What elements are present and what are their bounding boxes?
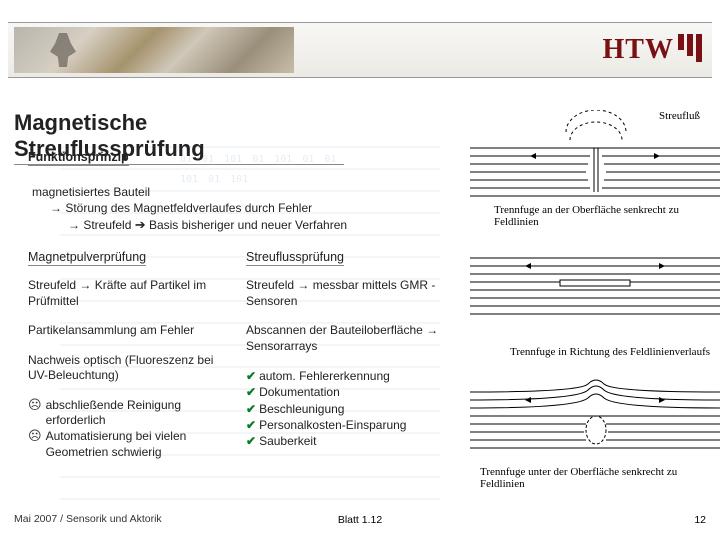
positive-item: ✔Sauberkeit: [246, 433, 446, 449]
check-icon: ✔: [246, 402, 256, 416]
right-p2: Abscannen der Bauteiloberfläche → Sensor…: [246, 323, 446, 354]
section-heading: Funktionsprinzip: [28, 150, 129, 166]
header-photo: [14, 27, 294, 73]
diagram-2-svg: [470, 240, 720, 340]
left-p1: Streufeld → Kräfte auf Partikel im Prüfm…: [28, 278, 228, 309]
intro-line-3: → Streufeld ➔ Basis bisheriger und neuer…: [32, 216, 448, 234]
logo: HTW: [603, 34, 706, 66]
diagram-3-caption: Trennfuge unter der Oberfläche senkrecht…: [480, 466, 720, 490]
diagram-1: Streufluß Trennfuge: [470, 110, 720, 228]
diagram-3: Trennfuge unter der Oberfläche senkrecht…: [470, 370, 720, 488]
negatives-list: ☹abschließende Reinigung erforderlich ☹A…: [28, 398, 228, 460]
right-column: Streuflussprüfung Streufeld → messbar mi…: [246, 250, 446, 460]
diagram-1-label: Streufluß: [659, 110, 700, 122]
check-icon: ✔: [246, 418, 256, 432]
diagram-panel: Streufluß Trennfuge: [470, 110, 720, 510]
intro-block: magnetisiertes Bauteil → Störung des Mag…: [32, 184, 448, 234]
sad-face-icon: ☹: [28, 398, 42, 411]
diagram-3-svg: [470, 370, 720, 470]
footer-right: 12: [694, 514, 706, 526]
check-icon: ✔: [246, 385, 256, 399]
diagram-1-caption: Trennfuge an der Oberfläche senkrecht zu…: [494, 204, 720, 228]
check-icon: ✔: [246, 369, 256, 383]
intro-line-1: magnetisiertes Bauteil: [32, 184, 448, 200]
footer-left: Mai 2007 / Sensorik und Aktorik: [14, 513, 162, 526]
check-icon: ✔: [246, 434, 256, 448]
left-p2: Partikelansammlung am Fehler: [28, 323, 228, 339]
negative-item: ☹Automatisierung bei vielen Geometrien s…: [28, 429, 228, 460]
positive-item: ✔autom. Fehlererkennung: [246, 368, 446, 384]
content-area: Funktionsprinzip magnetisiertes Bauteil …: [28, 150, 448, 460]
positives-list: ✔autom. Fehlererkennung ✔Dokumentation ✔…: [246, 368, 446, 449]
sad-face-icon: ☹: [28, 429, 42, 442]
diagram-1-svg: [470, 110, 720, 214]
left-col-heading: Magnetpulverprüfung: [28, 250, 146, 266]
negative-item: ☹abschließende Reinigung erforderlich: [28, 398, 228, 429]
diagram-2: Trennfuge in Richtung des Feldlinienverl…: [470, 240, 720, 358]
positive-item: ✔Beschleunigung: [246, 401, 446, 417]
footer-center: Blatt 1.12: [338, 514, 382, 526]
slide: HTW Magnetische Streuflussprüfung Funkti…: [0, 0, 720, 540]
header-band: HTW: [8, 22, 712, 78]
positive-item: ✔Dokumentation: [246, 384, 446, 400]
right-col-heading: Streuflussprüfung: [246, 250, 344, 266]
two-columns: Magnetpulverprüfung Streufeld → Kräfte a…: [28, 250, 448, 460]
intro-line-2: → Störung des Magnetfeldverlaufes durch …: [50, 201, 312, 215]
diagram-2-caption: Trennfuge in Richtung des Feldlinienverl…: [510, 346, 710, 358]
logo-text: HTW: [603, 34, 674, 66]
positive-item: ✔Personalkosten-Einsparung: [246, 417, 446, 433]
left-p3: Nachweis optisch (Fluoreszenz bei UV-Bel…: [28, 353, 228, 384]
left-column: Magnetpulverprüfung Streufeld → Kräfte a…: [28, 250, 228, 460]
logo-bars-icon: [678, 34, 702, 66]
right-p1: Streufeld → messbar mittels GMR -Sensore…: [246, 278, 446, 309]
